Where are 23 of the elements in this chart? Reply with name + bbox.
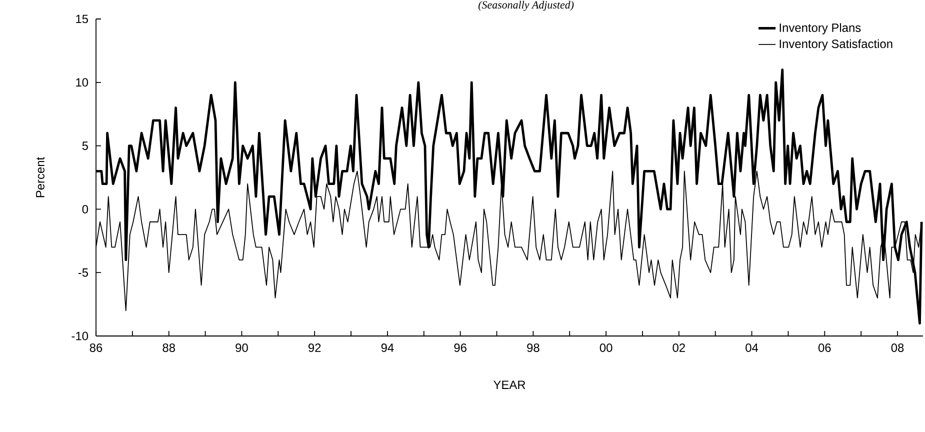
x-tick-label: 88 bbox=[162, 344, 175, 352]
x-axis-title: YEAR bbox=[493, 380, 526, 389]
y-tick-label: -5 bbox=[78, 268, 88, 277]
x-tick-label: 04 bbox=[746, 344, 758, 352]
y-tick-label: -10 bbox=[72, 332, 88, 340]
legend-label: Inventory Plans bbox=[780, 23, 861, 34]
y-axis-title: Percent bbox=[36, 156, 44, 198]
x-tick-label: 06 bbox=[818, 344, 831, 352]
x-tick-label: 94 bbox=[381, 344, 394, 352]
y-tick-label: 0 bbox=[82, 204, 88, 214]
chart-subtitle: (Seasonally Adjusted) bbox=[478, 0, 574, 11]
x-tick-label: 02 bbox=[672, 344, 685, 352]
x-tick-label: 98 bbox=[527, 344, 540, 352]
x-tick-label: 90 bbox=[236, 344, 248, 352]
legend-label: Inventory Satisfaction bbox=[780, 39, 892, 50]
y-tick-label: 15 bbox=[76, 14, 88, 24]
y-tick-label: 10 bbox=[76, 78, 88, 87]
y-tick-label: 5 bbox=[82, 142, 88, 150]
x-tick-label: 96 bbox=[454, 344, 466, 352]
x-tick-label: 08 bbox=[891, 344, 904, 352]
x-tick-label: 92 bbox=[308, 344, 321, 352]
x-tick-label: 86 bbox=[90, 344, 102, 352]
x-tick-label: 00 bbox=[600, 344, 612, 352]
